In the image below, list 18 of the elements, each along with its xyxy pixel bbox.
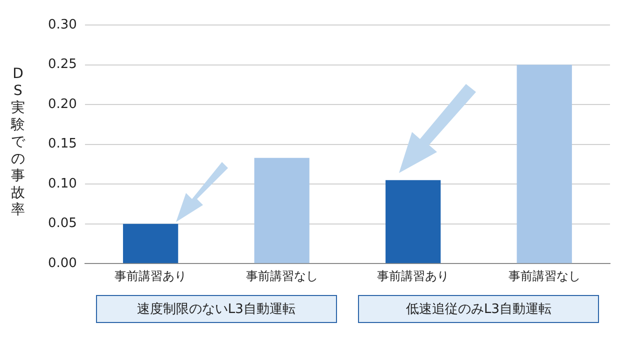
- y-tick-label: 0.30: [48, 17, 77, 32]
- text: 低速追従のみL3自動運転: [358, 295, 600, 323]
- y-tick-label: 0.00: [48, 256, 77, 271]
- bar: [254, 158, 310, 264]
- y-tick-label: 0.05: [48, 216, 77, 232]
- y-tick-label: 0.25: [48, 57, 77, 72]
- x-tick-label: 事前講習なし: [508, 268, 580, 283]
- bar: [516, 64, 572, 264]
- text: 速度制限のないL3自動運転: [96, 295, 337, 323]
- x-tick-label: 事前講習なし: [246, 268, 318, 283]
- y-tick-label: 0.20: [48, 96, 77, 112]
- bar: [123, 224, 178, 264]
- y-tick-label: 0.10: [48, 176, 77, 192]
- bar: [386, 180, 441, 264]
- text: DS実験での事故率: [11, 66, 25, 218]
- y-tick-label: 0.15: [48, 136, 77, 152]
- x-tick-label: 事前講習あり: [377, 268, 450, 283]
- x-tick-label: 事前講習あり: [114, 268, 187, 283]
